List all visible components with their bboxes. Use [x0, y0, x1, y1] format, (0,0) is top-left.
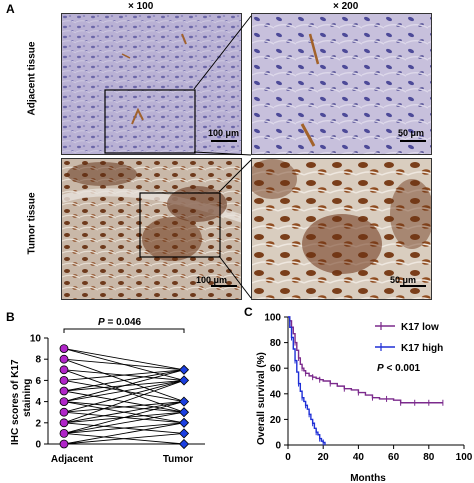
tumor-x100-image	[62, 159, 241, 299]
ylabel-line1: IHC scores of K17	[10, 359, 21, 445]
ylabel-line2: staining	[22, 379, 33, 417]
pair-line	[63, 390, 185, 413]
adjacent-point	[59, 397, 69, 406]
scale-bar-label: 100 μm	[208, 128, 240, 138]
y-tick-label: 20	[270, 415, 282, 426]
scale-bar	[400, 285, 426, 287]
adjacent-point	[59, 418, 69, 428]
x-tick-adjacent: Adjacent	[51, 454, 94, 465]
x-tick-label: 20	[318, 452, 330, 463]
legend-label-k17-high: K17 high	[401, 343, 443, 354]
magnification-100-label: × 100	[128, 1, 154, 12]
survival-curve-k17-high	[288, 316, 326, 445]
scale-bar	[211, 285, 237, 287]
adjacent-tissue-micrograph-x100: 100 μm	[61, 13, 242, 155]
panel-c-letter: C	[244, 305, 253, 319]
y-tick-label: 4	[35, 397, 41, 408]
scale-bar	[211, 140, 237, 142]
tumor-point	[178, 407, 190, 418]
scale-bar-label: 50 μm	[390, 275, 417, 285]
zoom-region-box	[104, 89, 196, 154]
tumor-point	[178, 428, 190, 439]
x-tick-label: 80	[423, 452, 435, 463]
legend: K17 low K17 high	[375, 322, 443, 354]
p-value-annotation: P < 0.001	[377, 363, 421, 374]
x-tick-label: 0	[285, 452, 291, 463]
adjacent-point	[59, 344, 69, 353]
panel-b-letter: B	[6, 310, 15, 324]
adjacent-point	[59, 376, 69, 385]
pair-line	[63, 432, 185, 445]
scale-bar	[400, 140, 426, 142]
pair-line	[63, 379, 185, 413]
y-tick-label: 40	[270, 389, 282, 400]
y-tick-label: 6	[35, 376, 41, 387]
x-tick-label: 60	[388, 452, 400, 463]
pair-line	[63, 369, 185, 381]
adjacent-point	[59, 407, 69, 417]
x-tick-label: 40	[353, 452, 365, 463]
tumor-point	[178, 375, 190, 386]
zoom-region-box	[139, 192, 221, 258]
legend-label-k17-low: K17 low	[401, 322, 439, 333]
y-tick-label: 0	[35, 440, 41, 451]
pair-line	[63, 422, 185, 434]
magnification-200-label: × 200	[333, 1, 359, 12]
scale-bar-label: 100 μm	[196, 275, 228, 285]
adjacent-point	[59, 365, 69, 375]
x-tick-label: 100	[456, 452, 473, 463]
pair-line	[63, 369, 185, 413]
p-value-annotation: P = 0.046	[98, 317, 142, 328]
adjacent-point	[59, 439, 69, 449]
pair-line	[63, 401, 185, 424]
scale-bar-label: 50 μm	[398, 128, 425, 138]
y-tick-label: 2	[35, 418, 41, 429]
adjacent-point	[59, 428, 69, 438]
pair-line	[63, 348, 185, 371]
tumor-tissue-micrograph-x200: 50 μm	[251, 158, 432, 300]
x-tick-tumor: Tumor	[163, 454, 193, 465]
adjacent-point	[59, 386, 69, 396]
pair-line	[63, 379, 185, 392]
y-tick-label: 80	[270, 338, 282, 349]
paired-scatter-chart: IHC scores of K17 staining 0 2 4 6 8 10 P = 0…	[10, 317, 205, 465]
adjacent-x200-image	[252, 14, 431, 154]
zoom-connector-top	[193, 15, 252, 156]
panel-a-letter: A	[6, 2, 15, 16]
pair-line	[63, 358, 185, 403]
y-tick-label: 100	[264, 313, 281, 324]
y-axis-label: Overall survival (%)	[256, 352, 267, 445]
y-tick-label: 60	[270, 364, 282, 375]
pair-line	[63, 411, 185, 434]
zoom-connector-bottom	[218, 159, 252, 299]
tumor-point	[178, 417, 190, 428]
tumor-point	[178, 396, 190, 407]
x-axis-label: Months	[350, 473, 386, 483]
survival-curve-chart: Overall survival (%) 0 20 40 60 80 100 0 20 40 60…	[256, 313, 473, 483]
y-tick-label: 8	[35, 355, 41, 366]
tumor-point	[178, 438, 190, 450]
pair-line	[63, 348, 185, 381]
tumor-point	[178, 364, 190, 375]
y-tick-label: 10	[30, 334, 42, 345]
tumor-x200-image	[252, 159, 431, 299]
adjacent-tissue-micrograph-x200: 50 μm	[251, 13, 432, 155]
survival-curve-k17-low	[288, 316, 443, 404]
pair-line	[63, 422, 185, 445]
pair-line	[63, 411, 185, 424]
y-tick-label: 0	[275, 441, 281, 452]
pair-line	[63, 401, 185, 413]
significance-bracket	[63, 328, 185, 333]
tumor-tissue-micrograph-x100: 100 μm	[61, 158, 242, 300]
adjacent-point	[59, 354, 69, 364]
adjacent-x100-image	[62, 14, 241, 154]
